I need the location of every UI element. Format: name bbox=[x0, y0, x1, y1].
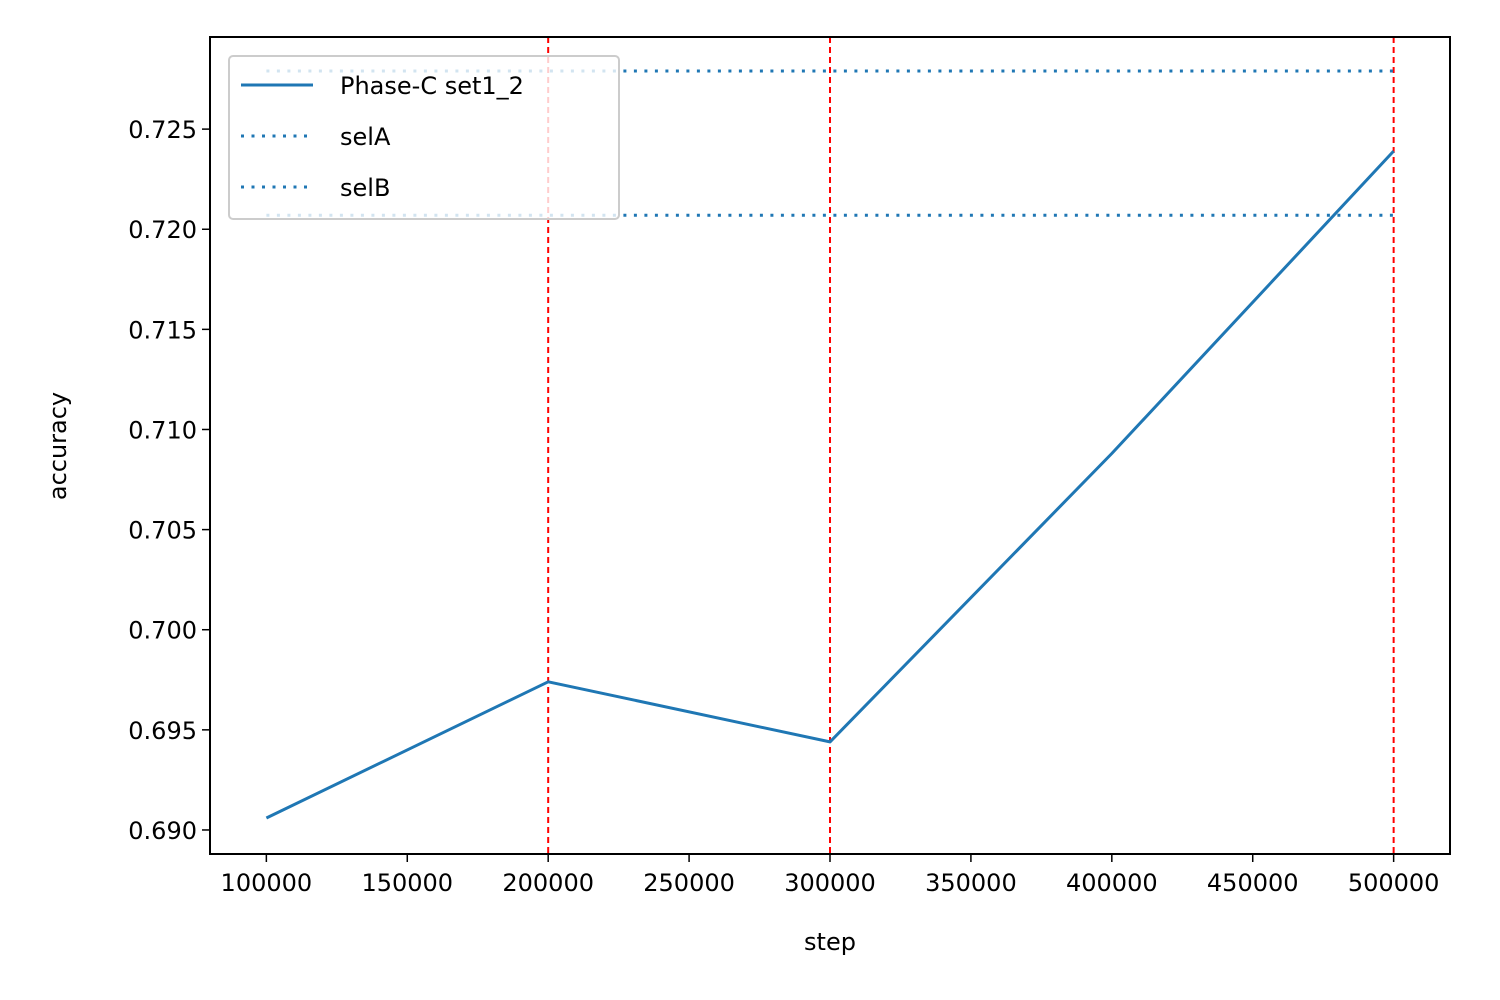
legend: Phase-C set1_2 selA selB bbox=[228, 55, 620, 220]
y-tick-label: 0.695 bbox=[128, 717, 197, 745]
x-tick-label: 350000 bbox=[925, 869, 1017, 897]
x-tick-label: 450000 bbox=[1207, 869, 1299, 897]
x-tick-label: 100000 bbox=[221, 869, 313, 897]
series-lines bbox=[265, 69, 1395, 820]
y-tick-label: 0.715 bbox=[128, 316, 197, 344]
x-tick-label: 200000 bbox=[502, 869, 594, 897]
x-tick-label: 250000 bbox=[643, 869, 735, 897]
y-tick-label: 0.690 bbox=[128, 817, 197, 845]
y-tick-label: 0.725 bbox=[128, 116, 197, 144]
legend-label-0: Phase-C set1_2 bbox=[340, 72, 524, 100]
legend-box bbox=[228, 55, 620, 220]
reference-lines bbox=[547, 37, 1395, 854]
y-tick-label: 0.710 bbox=[128, 416, 197, 444]
legend-label-1: selA bbox=[340, 123, 391, 151]
x-axis-label: step bbox=[804, 928, 856, 956]
x-tick-label: 150000 bbox=[361, 869, 453, 897]
x-tick-label: 500000 bbox=[1348, 869, 1440, 897]
y-axis-ticks: 0.690 0.695 0.700 0.705 0.710 0.715 0.720 0.725 bbox=[128, 116, 210, 845]
x-tick-label: 400000 bbox=[1066, 869, 1158, 897]
y-tick-label: 0.700 bbox=[128, 617, 197, 645]
y-tick-label: 0.720 bbox=[128, 216, 197, 244]
series-line-0 bbox=[265, 150, 1395, 820]
y-tick-label: 0.705 bbox=[128, 517, 197, 545]
legend-label-2: selB bbox=[340, 174, 390, 202]
y-axis-label: accuracy bbox=[44, 392, 72, 500]
x-axis-ticks: 100000 150000 200000 250000 300000 350000 4000… bbox=[221, 854, 1440, 897]
x-tick-label: 300000 bbox=[784, 869, 876, 897]
